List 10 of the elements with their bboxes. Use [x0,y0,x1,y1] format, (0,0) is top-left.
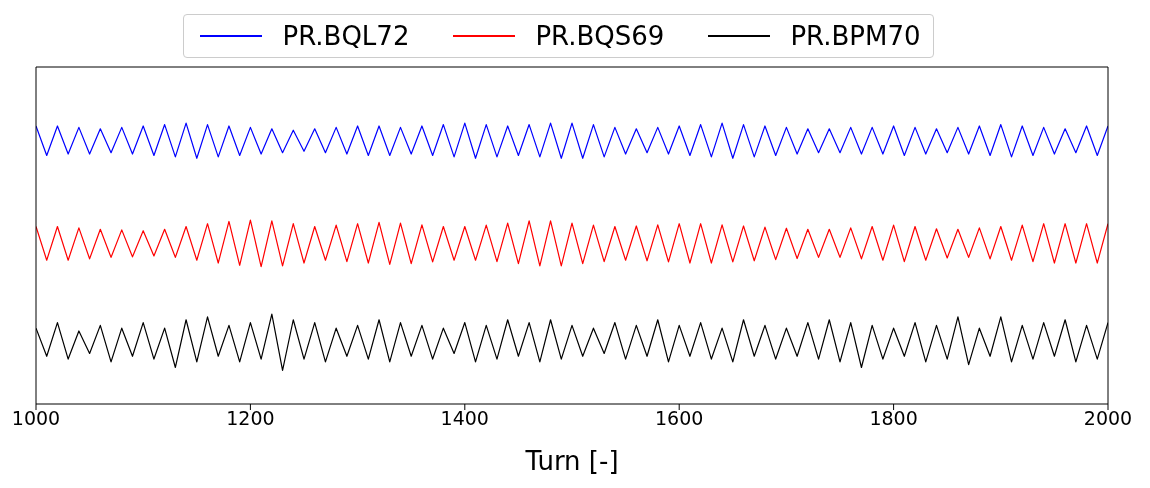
x-tick-label: 2000 [1083,407,1133,430]
legend-label: PR.BPM70 [790,21,921,51]
x-tick-label: 1000 [11,407,61,430]
legend-label: PR.BQS69 [535,21,665,51]
x-axis-title: Turn [-] [524,446,619,476]
x-tick-label: 1800 [869,407,918,430]
x-tick-label: 1600 [655,407,704,430]
x-tick-label: 1400 [440,407,489,430]
x-tick-label: 1200 [226,407,275,430]
legend-label: PR.BQL72 [282,21,410,51]
